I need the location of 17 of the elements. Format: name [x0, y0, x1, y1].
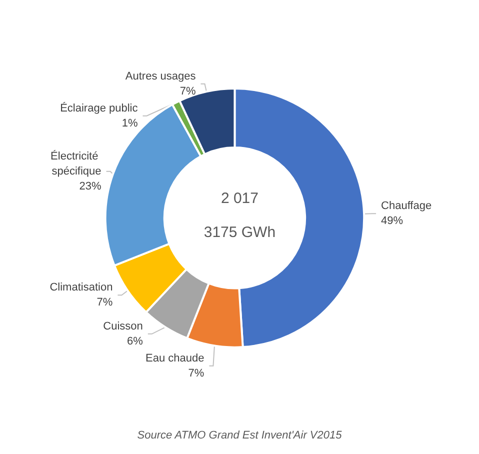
data-label: 7%	[180, 85, 196, 98]
slice-label: Autres usages	[125, 70, 196, 82]
data-label: 49%	[381, 215, 404, 228]
slice-label: Eau chaude	[146, 352, 204, 364]
data-label: 23%	[79, 180, 102, 192]
slice-label: Chauffage	[381, 200, 432, 212]
slice-label: Cuisson	[103, 320, 143, 332]
data-label: 7%	[188, 367, 204, 380]
slice-label: Électricité spécifique	[50, 149, 102, 178]
source-note: Source ATMO Grand Est Invent'Air V2015	[137, 430, 343, 442]
data-label: 6%	[126, 335, 144, 348]
data-label: 1%	[122, 117, 138, 130]
slice-label: Éclairage public	[60, 101, 138, 114]
text: 3175 GWh	[204, 224, 276, 242]
slice-label: Climatisation	[50, 282, 113, 294]
text: 2 017	[220, 190, 258, 208]
data-label: 7%	[96, 296, 113, 309]
